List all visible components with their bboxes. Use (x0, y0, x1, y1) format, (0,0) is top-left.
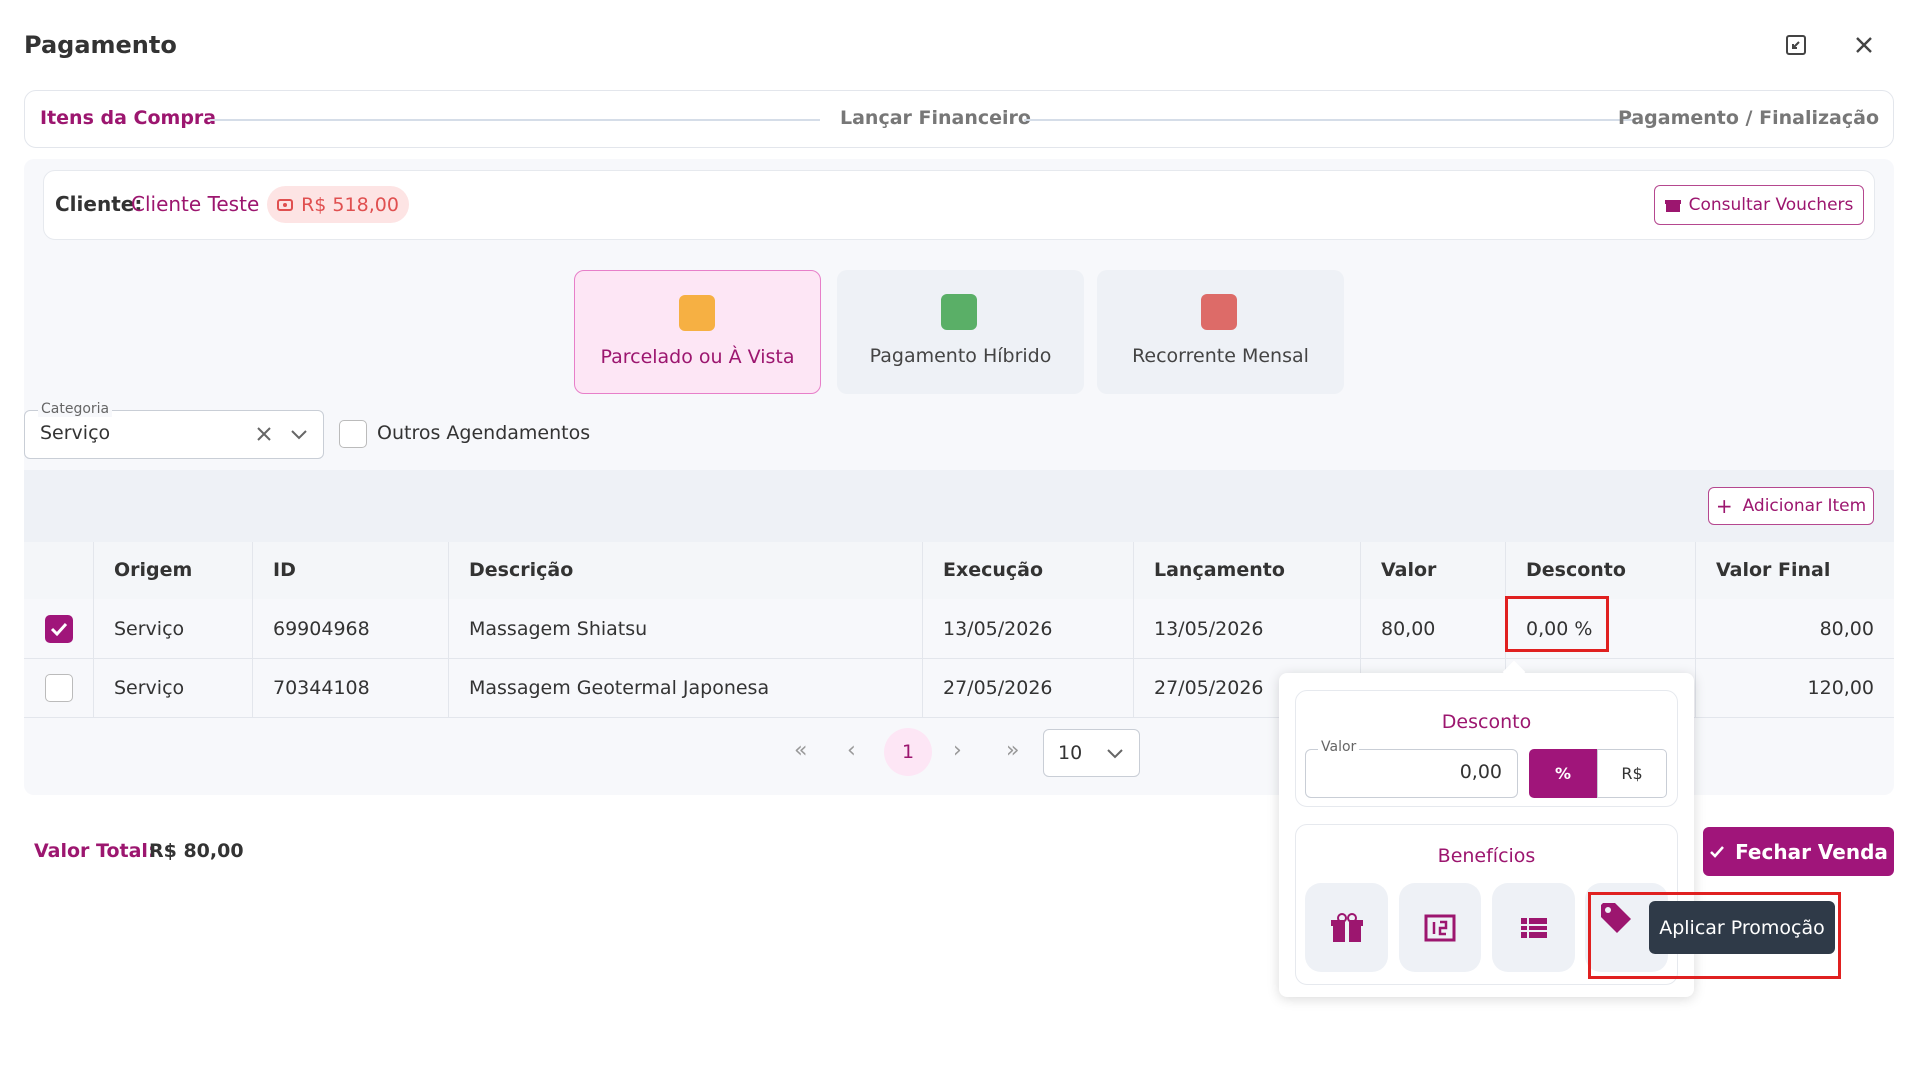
balance-pill: R$ 518,00 (267, 186, 409, 223)
step-line (1024, 119, 1633, 121)
column-divider (252, 542, 253, 717)
minimize-icon[interactable] (1784, 33, 1808, 57)
pager-arrow[interactable]: › (953, 738, 962, 763)
column-header: Desconto (1526, 559, 1626, 581)
row-checkbox[interactable] (45, 674, 73, 702)
table-cell: 70344108 (273, 677, 370, 699)
row-border (24, 717, 1894, 718)
highlight-box (1588, 892, 1841, 979)
currency-button[interactable]: R$ (1597, 749, 1667, 798)
discount-input[interactable] (1305, 749, 1518, 798)
column-divider (1133, 542, 1134, 717)
page-size-value: 10 (1058, 742, 1083, 764)
column-divider (922, 542, 923, 717)
table-cell: 27/05/2026 (943, 677, 1053, 699)
checkbox[interactable] (339, 420, 367, 448)
table-cell: 80,00 (1381, 618, 1436, 640)
column-header: Origem (114, 559, 193, 581)
input-label: Valor (1318, 739, 1360, 755)
list-button[interactable] (1492, 883, 1575, 972)
step[interactable]: Pagamento / Finalização (1617, 107, 1879, 129)
category-select[interactable] (24, 410, 324, 459)
button-label: Adicionar Item (1742, 496, 1867, 516)
table-cell: 80,00 (1819, 618, 1874, 640)
total-label: Valor Total: (34, 840, 156, 862)
column-header: Lançamento (1154, 559, 1285, 581)
table-cell: Massagem Geotermal Japonesa (469, 677, 770, 699)
payment-card[interactable]: Recorrente Mensal (1097, 270, 1344, 394)
row-border (24, 658, 1894, 659)
balance: R$ 518,00 (301, 193, 399, 216)
stepper (24, 90, 1894, 148)
column-header: Valor Final (1716, 559, 1831, 581)
checkbox-label: Outros Agendamentos (377, 422, 591, 444)
table-cell: Serviço (114, 677, 185, 699)
chevron (1106, 746, 1124, 765)
highlight-box (1505, 596, 1609, 652)
card-button[interactable] (1399, 883, 1481, 972)
pager-arrow[interactable]: ‹ (847, 738, 856, 763)
vouchers-button[interactable]: Consultar Vouchers (1654, 185, 1864, 225)
column-divider (1695, 542, 1696, 717)
table-cell: 69904968 (273, 618, 370, 640)
gift-button[interactable] (1305, 883, 1388, 972)
step-line (210, 119, 820, 121)
page-button[interactable]: 1 (884, 728, 932, 776)
table-cell[interactable]: 0,00 % (1526, 618, 1593, 640)
table-cell: 27/05/2026 (1154, 677, 1264, 699)
table-header (24, 542, 1894, 599)
table-cell: 13/05/2026 (1154, 618, 1264, 640)
payment-icon (941, 294, 977, 330)
payment-card[interactable]: Pagamento Híbrido (837, 270, 1084, 394)
table-toolbar (24, 470, 1894, 542)
button-label: Consultar Vouchers (1688, 195, 1854, 215)
column-divider (448, 542, 449, 717)
add-item-button[interactable]: + Adicionar Item (1708, 487, 1874, 525)
select-label: Categoria (38, 401, 113, 417)
client-label: Cliente: (55, 192, 143, 216)
close-icon[interactable] (1852, 33, 1876, 57)
payment-label: Pagamento Híbrido (869, 345, 1052, 367)
select-icons[interactable] (256, 426, 316, 444)
table-cell: Serviço (114, 618, 185, 640)
column-divider (1360, 542, 1361, 717)
column-header: Execução (943, 559, 1044, 581)
step[interactable]: Lançar Financeiro (840, 107, 1031, 129)
select-value: Serviço (40, 422, 111, 444)
discount-box (1295, 690, 1678, 807)
payment-icon (1201, 294, 1237, 330)
benefits-title: Benefícios (1437, 845, 1536, 867)
table-cell: Massagem Shiatsu (469, 618, 648, 640)
percent-button[interactable]: % (1529, 749, 1597, 798)
table-cell: 120,00 (1807, 677, 1874, 699)
table-cell: 13/05/2026 (943, 618, 1053, 640)
row-checkbox[interactable] (45, 615, 73, 643)
discount-title: Desconto (1441, 711, 1532, 733)
column-header: Descrição (469, 559, 574, 581)
payment-label: Recorrente Mensal (1132, 345, 1309, 367)
payment-card[interactable]: Parcelado ou À Vista (574, 270, 821, 394)
payment-icon (679, 295, 715, 331)
pager-arrow[interactable]: » (1006, 738, 1020, 763)
client-name[interactable]: Cliente Teste (131, 192, 260, 216)
column-header: Valor (1381, 559, 1437, 581)
tooltip: Aplicar Promoção (1649, 901, 1835, 954)
button-label: Fechar Venda (1735, 839, 1888, 864)
close-sale-button[interactable]: Fechar Venda (1703, 827, 1894, 876)
column-divider (93, 542, 94, 717)
input-value: 0,00 (1459, 761, 1502, 783)
step-active[interactable]: Itens da Compra (40, 107, 217, 129)
modal-title: Pagamento (24, 31, 177, 59)
column-header: ID (273, 559, 296, 581)
pager-arrow[interactable]: « (794, 738, 808, 763)
page-size-select[interactable]: 10 (1043, 729, 1140, 777)
payment-label: Parcelado ou À Vista (600, 346, 795, 368)
total-value: R$ 80,00 (149, 840, 244, 862)
